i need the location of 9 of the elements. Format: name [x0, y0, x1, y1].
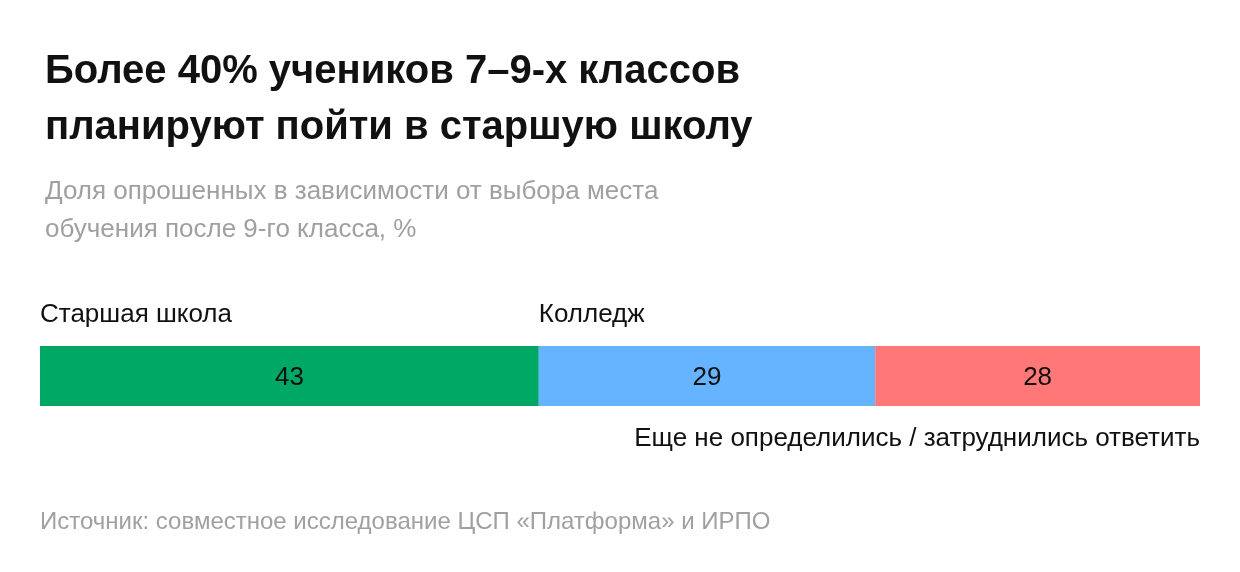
data-label: 29 — [692, 361, 722, 391]
series-label: Старшая школа — [40, 298, 233, 328]
series-label: Колледж — [538, 298, 646, 328]
data-label: 28 — [1023, 361, 1053, 391]
data-label: 43 — [274, 361, 304, 391]
series-label: Еще не определились / затруднились ответить — [634, 422, 1201, 452]
chart-subtitle: Доля опрошенных в зависимости от выбора места обучения после 9-го класса, % — [45, 175, 666, 243]
chart-title: Более 40% учеников 7–9-х классов планируют пойти в старшую школу — [45, 47, 754, 147]
text: Источник: совместное исследование ЦСП «Платформа» и ИРПО — [40, 506, 771, 534]
